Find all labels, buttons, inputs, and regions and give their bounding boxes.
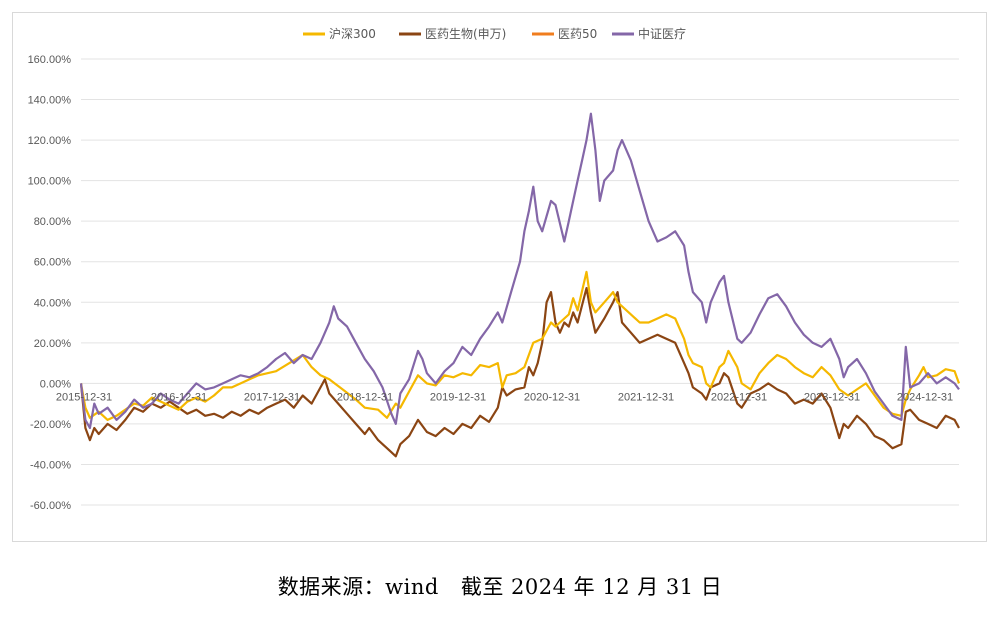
y-tick-label: -60.00% bbox=[30, 500, 71, 512]
x-tick-label: 2016-12-31 bbox=[151, 391, 207, 403]
y-tick-label: 120.00% bbox=[28, 135, 72, 147]
legend-label: 中证医疗 bbox=[638, 26, 686, 41]
y-tick-label: 60.00% bbox=[34, 257, 72, 269]
series-line bbox=[79, 112, 960, 430]
source-caption: 数据来源：wind 截至 2024 年 12 月 31 日 bbox=[0, 571, 1000, 601]
x-tick-label: 2018-12-31 bbox=[337, 391, 393, 403]
y-tick-label: 20.00% bbox=[34, 338, 72, 350]
legend-label: 沪深300 bbox=[329, 27, 376, 41]
legend: 沪深300 医药生物(申万) 医药50 中证医疗 bbox=[303, 26, 686, 41]
y-tick-label: 80.00% bbox=[34, 216, 72, 228]
y-axis-tick-labels: -60.00% -40.00% -20.00% 0.00% 20.00% 40.00% 60… bbox=[28, 54, 72, 512]
chart-frame: -60.00% -40.00% -20.00% 0.00% 20.00% 40.00% 60… bbox=[12, 12, 987, 542]
x-tick-label: 2022-12-31 bbox=[711, 391, 767, 403]
series-lines bbox=[79, 112, 961, 458]
x-tick-label: 2024-12-31 bbox=[897, 391, 953, 403]
legend-label: 医药生物(申万) bbox=[425, 27, 506, 41]
x-tick-label: 2019-12-31 bbox=[430, 391, 486, 403]
y-tick-label: 140.00% bbox=[28, 95, 72, 107]
series-line bbox=[79, 270, 961, 421]
line-chart: -60.00% -40.00% -20.00% 0.00% 20.00% 40.00% 60… bbox=[28, 26, 961, 512]
series-line bbox=[79, 287, 960, 458]
source-text: 数据来源：wind bbox=[277, 575, 439, 599]
y-tick-label: 40.00% bbox=[34, 297, 72, 309]
x-tick-label: 2017-12-31 bbox=[244, 391, 300, 403]
y-tick-label: 0.00% bbox=[40, 378, 71, 390]
x-tick-label: 2015-12-31 bbox=[56, 391, 112, 403]
grid-lines bbox=[81, 58, 959, 506]
legend-label: 医药50 bbox=[558, 27, 597, 41]
y-tick-label: 160.00% bbox=[28, 54, 72, 66]
x-tick-label: 2023-12-31 bbox=[804, 391, 860, 403]
x-axis-tick-labels: 2015-12-31 2016-12-31 2017-12-31 2018-12-31… bbox=[56, 391, 953, 403]
y-tick-label: -40.00% bbox=[30, 459, 71, 471]
x-tick-label: 2021-12-31 bbox=[618, 391, 674, 403]
y-tick-label: -20.00% bbox=[30, 419, 71, 431]
y-tick-label: 100.00% bbox=[28, 176, 72, 188]
as-of-date-text: 截至 2024 年 12 月 31 日 bbox=[460, 575, 723, 599]
x-tick-label: 2020-12-31 bbox=[524, 391, 580, 403]
